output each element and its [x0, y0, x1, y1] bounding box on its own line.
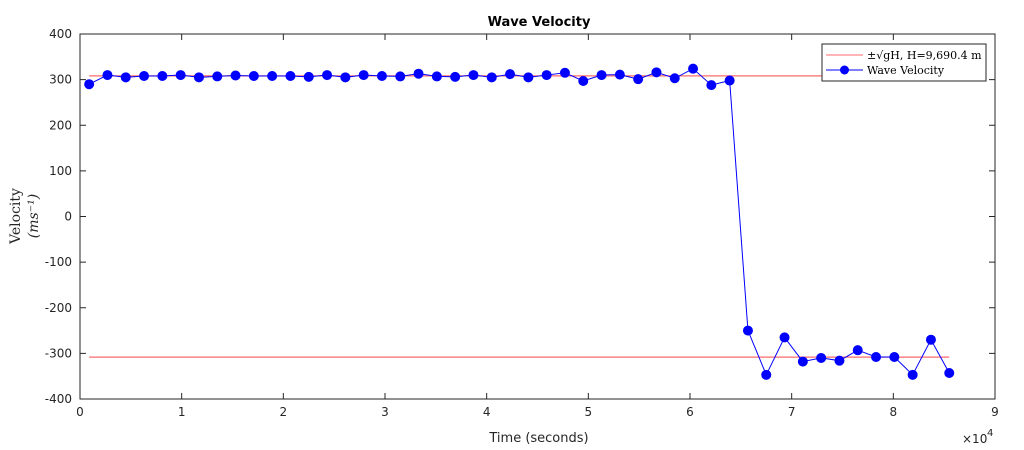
wave-velocity-point	[907, 369, 918, 380]
wave-velocity-point	[395, 71, 406, 82]
wave-velocity-point	[651, 67, 662, 78]
wave-velocity-point	[431, 71, 442, 82]
wave-velocity-point	[541, 70, 552, 81]
y-tick-label: 0	[64, 210, 72, 224]
wave-velocity-point	[559, 67, 570, 78]
wave-velocity-point	[614, 69, 625, 80]
x-tick-label: 6	[686, 405, 694, 419]
y-tick-label: -300	[45, 346, 72, 360]
y-tick-label: 100	[49, 164, 72, 178]
wave-velocity-point	[688, 63, 699, 74]
x-tick-label: 4	[483, 405, 491, 419]
wave-velocity-point	[724, 75, 735, 86]
x-tick-label: 3	[381, 405, 389, 419]
wave-velocity-point	[834, 355, 845, 366]
wave-velocity-point	[120, 72, 131, 83]
x-tick-label: 1	[178, 405, 186, 419]
x-axis-ticks: 0 1 2 3 4 5 6 7 8 9	[76, 34, 999, 419]
wave-velocity-point	[322, 70, 333, 81]
y-axis-label: Velocity (ms⁻¹)	[8, 188, 42, 245]
wave-velocity-point	[669, 73, 680, 84]
wave-velocity-point	[761, 369, 772, 380]
wave-velocity-point	[340, 72, 351, 83]
y-axis-label-line1: Velocity	[8, 188, 24, 245]
x-tick-label: 2	[280, 405, 288, 419]
wave-velocity-point	[742, 325, 753, 336]
y-tick-label: -200	[45, 301, 72, 315]
wave-velocity-point	[376, 70, 387, 81]
wave-velocity-point	[102, 70, 113, 81]
x-tick-label: 7	[788, 405, 796, 419]
plot-area	[79, 33, 996, 400]
legend-box	[821, 43, 987, 82]
legend-label-theoretical: ±√gH, H=9,690.4 m	[867, 49, 982, 62]
wave-velocity-point	[852, 345, 863, 356]
y-tick-label: 200	[49, 118, 72, 132]
wave-velocity-point	[889, 352, 900, 363]
y-axis-label-line2: (ms⁻¹)	[26, 194, 42, 238]
wave-velocity-point	[505, 69, 516, 80]
x-axis-label: Time (seconds)	[488, 431, 588, 446]
wave-velocity-point	[248, 70, 259, 81]
wave-velocity-point	[413, 68, 424, 79]
legend-label-wave-velocity: Wave Velocity	[867, 64, 945, 77]
y-tick-label: -400	[45, 392, 72, 406]
x-tick-label: 9	[991, 405, 999, 419]
wave-velocity-point	[175, 70, 186, 81]
x-tick-label: 8	[890, 405, 898, 419]
wave-velocity-point	[944, 367, 955, 378]
wave-velocity-point	[157, 70, 168, 81]
wave-velocity-point	[925, 334, 936, 345]
legend: ±√gH, H=9,690.4 m Wave Velocity	[821, 43, 987, 82]
wave-velocity-point	[193, 72, 204, 83]
y-tick-label: 400	[49, 27, 72, 41]
wave-velocity-point	[523, 72, 534, 83]
y-axis-ticks: 400 300 200 100 0 -100 -200 -300 -400	[45, 27, 995, 406]
legend-marker-wave-velocity	[840, 65, 849, 75]
wave-velocity-point	[303, 71, 314, 82]
x-axis-multiplier: ×10 4	[962, 428, 993, 446]
wave-velocity-point	[596, 70, 607, 81]
wave-velocity-point	[633, 74, 644, 85]
wave-velocity-point	[706, 80, 717, 91]
x-multiplier-base: ×10	[962, 432, 987, 446]
wave-velocity-point	[871, 352, 882, 363]
series-layer	[84, 63, 955, 380]
chart-title: Wave Velocity	[488, 15, 591, 30]
wave-velocity-point	[816, 352, 827, 363]
wave-velocity-point	[486, 72, 497, 83]
wave-velocity-point	[212, 71, 223, 82]
y-tick-label: 300	[49, 73, 72, 87]
x-tick-label: 5	[585, 405, 593, 419]
wave-velocity-point	[468, 70, 479, 81]
wave-velocity-point	[267, 70, 278, 81]
wave-velocity-point	[84, 79, 95, 90]
wave-velocity-point	[578, 75, 589, 86]
wave-velocity-point	[779, 332, 790, 343]
wave-velocity-point	[230, 70, 241, 81]
wave-velocity-point	[139, 70, 150, 81]
wave-velocity-point	[358, 70, 369, 81]
y-tick-label: -100	[45, 255, 72, 269]
wave-velocity-point	[797, 356, 808, 367]
wave-velocity-point	[285, 70, 296, 81]
x-tick-label: 0	[76, 405, 84, 419]
wave-velocity-point	[450, 71, 461, 82]
x-multiplier-exponent: 4	[987, 428, 993, 439]
